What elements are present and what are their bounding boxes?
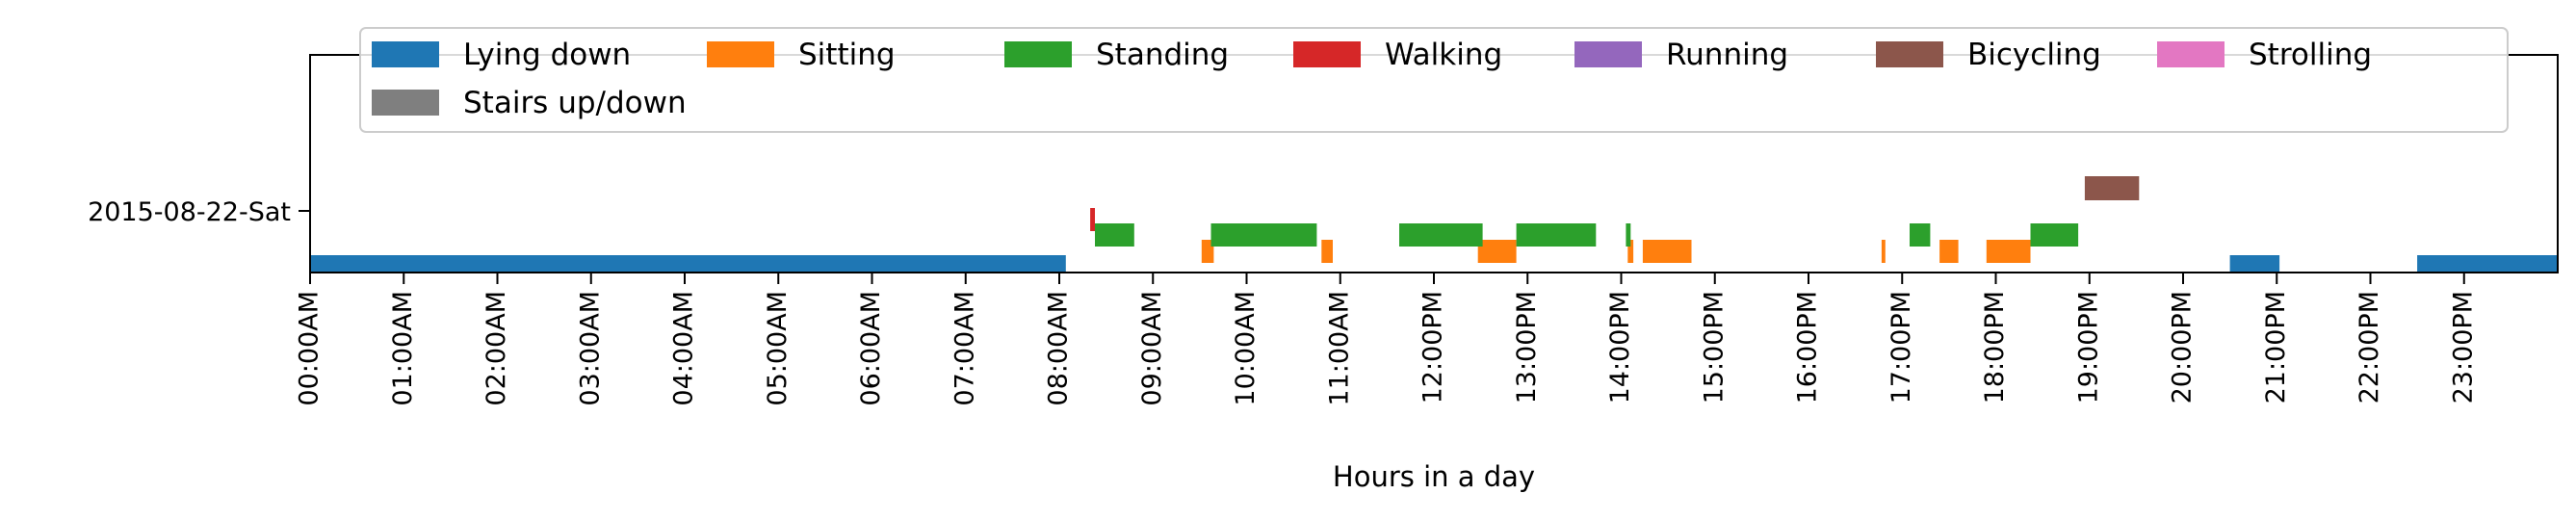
x-tick-label: 19:00PM [2073, 291, 2103, 403]
bar-sitting-1 [1321, 240, 1333, 263]
x-tick-label: 11:00AM [1324, 291, 1354, 406]
x-tick-label: 23:00PM [2448, 291, 2478, 403]
x-axis: 00:00AM 01:00AM 02:00AM 03:00AM 04:00AM 05:00… [295, 273, 2478, 406]
x-tick-label: 07:00AM [950, 291, 979, 406]
x-tick-label: 20:00PM [2168, 291, 2198, 403]
bar-standing-4 [1626, 223, 1631, 247]
x-tick-label: 09:00AM [1137, 291, 1167, 406]
legend-swatch [1574, 41, 1642, 67]
activity-bars [310, 176, 2558, 273]
bar-sitting-7 [1986, 240, 2031, 263]
legend-swatch [372, 90, 439, 116]
x-tick-label: 13:00PM [1512, 291, 1542, 403]
x-tick-label: 15:00PM [1699, 291, 1729, 403]
x-tick-label: 14:00PM [1605, 291, 1635, 403]
x-tick-label: 04:00AM [669, 291, 699, 406]
bar-standing-1 [1210, 223, 1317, 247]
legend-label: Lying down [463, 38, 631, 72]
bar-standing-5 [1910, 223, 1931, 247]
legend-swatch [2157, 41, 2225, 67]
x-tick-label: 05:00AM [763, 291, 793, 406]
legend-label: Walking [1385, 38, 1502, 72]
bar-sitting-4 [1642, 240, 1692, 263]
legend-label: Sitting [798, 38, 896, 72]
bar-sitting-0 [1201, 240, 1214, 263]
legend-label: Stairs up/down [463, 86, 687, 120]
x-tick-label: 16:00PM [1793, 291, 1823, 403]
legend-swatch [372, 41, 439, 67]
bar-sitting-3 [1627, 240, 1634, 263]
bar-bicycling-0 [2084, 176, 2140, 200]
x-tick-label: 06:00AM [856, 291, 886, 406]
bar-sitting-5 [1881, 240, 1886, 263]
x-tick-label: 21:00PM [2261, 291, 2291, 403]
legend: Lying down Sitting Standing Walking Running B… [359, 27, 2509, 133]
bar-lying-down-0 [310, 255, 1066, 273]
bar-standing-0 [1095, 223, 1134, 247]
legend-label: Bicycling [1967, 38, 2101, 72]
x-tick-label: 03:00AM [575, 291, 605, 406]
bar-standing-6 [2030, 223, 2079, 247]
legend-swatch [1876, 41, 1943, 67]
bar-walking-0 [1090, 208, 1095, 231]
x-tick-label: 00:00AM [295, 291, 325, 406]
legend-swatch [1293, 41, 1361, 67]
bar-lying-down-2 [2417, 255, 2558, 273]
bar-lying-down-1 [2229, 255, 2280, 273]
legend-frame [359, 27, 2509, 133]
bar-sitting-2 [1477, 240, 1517, 263]
legend-label: Strolling [2249, 38, 2372, 72]
x-axis-label: Hours in a day [1333, 460, 1535, 493]
x-tick-label: 18:00PM [1980, 291, 2010, 403]
x-tick-label: 22:00PM [2355, 291, 2384, 403]
x-tick-label: 12:00PM [1418, 291, 1448, 403]
x-tick-label: 02:00AM [481, 291, 511, 406]
x-tick-label: 17:00PM [1886, 291, 1916, 403]
bar-sitting-6 [1939, 240, 1959, 263]
y-tick-label: 2015-08-22-Sat [88, 197, 291, 227]
bar-standing-2 [1399, 223, 1483, 247]
x-tick-label: 01:00AM [388, 291, 418, 406]
legend-label: Running [1666, 38, 1788, 72]
x-tick-label: 08:00AM [1044, 291, 1074, 406]
x-tick-label: 10:00AM [1231, 291, 1261, 406]
legend-swatch [707, 41, 774, 67]
legend-label: Standing [1096, 38, 1229, 72]
bar-standing-3 [1516, 223, 1597, 247]
y-axis: 2015-08-22-Sat [88, 197, 310, 227]
legend-swatch [1004, 41, 1072, 67]
